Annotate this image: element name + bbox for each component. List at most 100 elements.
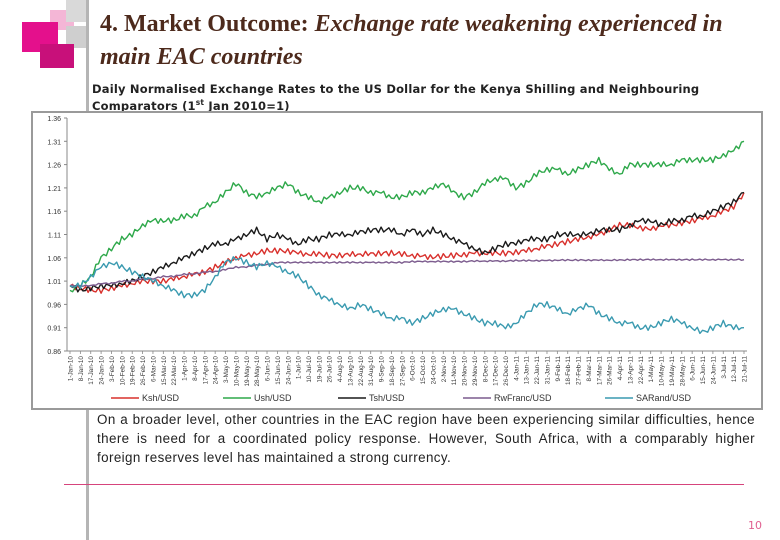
x-tick-label: 8-Mar-11	[586, 356, 593, 382]
x-tick-label: 13-Apr-11	[627, 356, 634, 384]
series-line-kshusd	[69, 192, 745, 294]
y-tick-label: 1.01	[47, 279, 61, 286]
x-tick-label: 18-Sep-10	[389, 356, 396, 386]
x-tick-label: 10-May-10	[233, 356, 240, 387]
y-tick-label: 1.36	[47, 116, 61, 123]
y-tick-label: 1.06	[47, 256, 61, 263]
legend-label: SARand/USD	[636, 393, 692, 403]
x-tick-label: 10-Jul-10	[306, 356, 313, 383]
slide-title-prefix: 4. Market Outcome:	[100, 11, 309, 37]
x-tick-label: 10-May-11	[659, 356, 666, 387]
decor-square-grey-bottom	[66, 26, 86, 48]
slide-title: 4. Market Outcome: Exchange rate weakeni…	[100, 8, 770, 74]
y-tick-label: 0.91	[47, 326, 61, 333]
legend-label: Tsh/USD	[369, 393, 405, 403]
exchange-rate-chart: 0.86 0.91 0.96 1.01 1.06 1.11 1.16 1.21 1.26 1.31…	[47, 116, 749, 403]
x-tick-label: 19-Feb-10	[130, 356, 137, 386]
x-tick-label: 28-May-11	[679, 356, 686, 387]
chart-subtitle: Daily Normalised Exchange Rates to the U…	[92, 83, 772, 113]
x-tick-label: 20-Nov-10	[462, 356, 469, 386]
x-tick-label: 17-Mar-11	[596, 356, 603, 385]
x-tick-label: 19-May-11	[669, 356, 676, 387]
x-tick-label: 22-Jan-11	[534, 356, 541, 385]
x-tick-label: 24-Jun-10	[285, 356, 292, 385]
x-tick-label: 22-Apr-11	[638, 356, 645, 384]
x-tick-label: 31-Jan-11	[544, 356, 551, 385]
x-tick-label: 2-Nov-10	[441, 356, 448, 383]
x-tick-label: 1-Jul-10	[296, 356, 303, 380]
x-tick-label: 24-Oct-10	[430, 356, 437, 385]
page-number: 10	[748, 519, 762, 532]
x-tick-label: 4-Apr-11	[617, 356, 624, 381]
x-tick-label: 26-Mar-11	[607, 356, 614, 385]
x-tick-label: 9-Feb-11	[555, 356, 562, 382]
x-tick-label: 28-May-10	[254, 356, 261, 387]
chart-subtitle-sup: st	[195, 98, 205, 107]
body-paragraph: On a broader level, other countries in t…	[97, 412, 755, 465]
x-tick-label: 15-Oct-10	[420, 356, 427, 385]
legend-label: Ksh/USD	[142, 393, 180, 403]
y-tick-label: 1.16	[47, 209, 61, 216]
x-tick-label: 26-Dec-10	[503, 356, 510, 386]
y-tick-label: 1.31	[47, 139, 61, 146]
x-tick-label: 15-Jun-10	[275, 356, 282, 385]
x-tick-label: 8-Dec-10	[482, 356, 489, 383]
x-tick-label: 11-Nov-10	[451, 356, 458, 386]
x-tick-label: 26-Jul-10	[327, 356, 334, 383]
decor-square-grey-top	[66, 0, 86, 22]
chart-subtitle-end: Jan 2010=1)	[204, 98, 290, 113]
x-tick-label: 13-Jan-11	[524, 356, 531, 385]
series-line-rwfrancusd	[69, 258, 745, 288]
y-tick-label: 0.86	[47, 349, 61, 356]
x-tick-label: 6-Jun-11	[690, 356, 697, 381]
x-tick-label: 24-Apr-10	[213, 356, 220, 385]
decor-square-magenta	[40, 44, 74, 68]
x-tick-label: 22-Mar-10	[171, 356, 178, 386]
x-tick-label: 12-Jul-11	[731, 356, 738, 383]
x-tick-label: 29-Nov-10	[472, 356, 479, 386]
x-tick-label: 1-Jan-10	[68, 356, 75, 382]
x-tick-label: 8-Apr-10	[192, 356, 199, 381]
chart-subtitle-text: Daily Normalised Exchange Rates to the U…	[92, 82, 700, 113]
x-tick-label: 31-Aug-10	[368, 356, 375, 386]
x-tick-label: 15-Mar-10	[161, 356, 168, 386]
x-tick-label: 21-Jul-11	[742, 356, 749, 383]
x-tick-label: 3-Feb-10	[109, 356, 116, 382]
series-line-ushusd	[69, 140, 745, 293]
x-tick-label: 15-Jun-11	[700, 356, 707, 385]
slide-title-rest: Exchange rate weakening experienced in m…	[100, 11, 723, 70]
x-tick-label: 1-May-11	[648, 356, 655, 383]
x-tick-label: 1-Apr-10	[182, 356, 189, 381]
x-tick-label: 3-Jul-11	[721, 356, 728, 379]
x-tick-label: 9-Sep-10	[379, 356, 386, 383]
x-tick-label: 22-Aug-10	[358, 356, 365, 386]
legend-label: RwFranc/USD	[494, 393, 552, 403]
x-tick-label: 8-Jan-10	[78, 356, 85, 382]
y-tick-label: 1.11	[48, 233, 61, 240]
x-tick-label: 6-Oct-10	[410, 356, 417, 381]
x-tick-label: 6-Jun-10	[265, 356, 272, 382]
x-tick-label: 3-May-10	[223, 356, 230, 383]
y-tick-label: 1.21	[47, 186, 61, 193]
bottom-divider	[64, 484, 744, 485]
x-tick-label: 27-Sep-10	[399, 356, 406, 386]
x-tick-label: 24-Jun-11	[710, 356, 717, 385]
x-tick-label: 18-Feb-11	[565, 356, 572, 385]
x-tick-label: 13-Aug-10	[347, 356, 354, 386]
x-tick-label: 17-Apr-10	[202, 356, 209, 385]
x-tick-label: 19-May-10	[244, 356, 251, 387]
y-tick-label: 1.26	[47, 163, 61, 170]
x-tick-label: 4-Jan-11	[513, 356, 520, 381]
x-tick-label: 19-Jul-10	[316, 356, 323, 383]
legend-label: Ush/USD	[254, 393, 292, 403]
x-tick-label: 24-Jan-10	[99, 356, 106, 385]
series-line-sarandusd	[69, 256, 745, 335]
series-line-tshusd	[69, 191, 745, 293]
x-tick-label: 26-Feb-10	[140, 356, 147, 386]
x-tick-label: 27-Feb-11	[576, 356, 583, 385]
chart-frame: 0.86 0.91 0.96 1.01 1.06 1.11 1.16 1.21 1.26 1.31…	[31, 111, 763, 410]
x-tick-label: 10-Feb-10	[119, 356, 126, 386]
x-tick-label: 17-Jan-10	[88, 356, 95, 385]
x-tick-label: 17-Dec-10	[493, 356, 500, 386]
x-tick-label: 4-Aug-10	[337, 356, 344, 383]
